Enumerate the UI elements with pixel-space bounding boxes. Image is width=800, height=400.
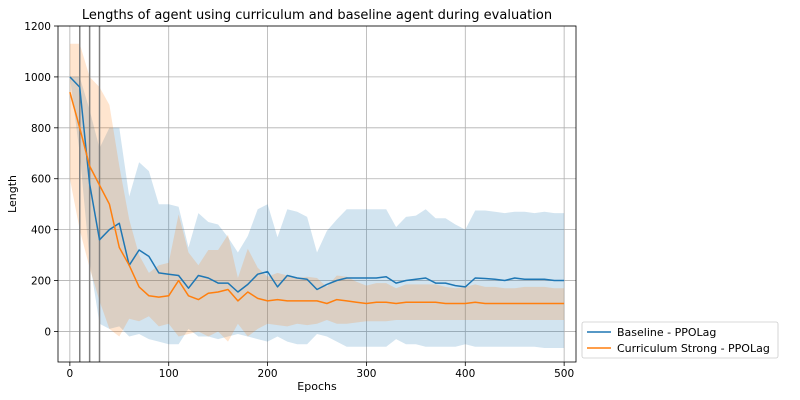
series-lines [69,76,565,305]
x-tick-label-0: 0 [67,368,74,380]
x-tick-label-3: 300 [356,368,376,380]
vertical-markers [78,26,101,362]
plot-frame [57,25,577,363]
y-tick-label-4: 800 [31,123,51,135]
line-series-0 [69,76,565,293]
band-series-0 [69,76,565,349]
legend-box [581,321,779,359]
axis-ticks: 0 100 200 300 400 500 0 200 400 600 800 1000 1200 [24,21,574,380]
x-tick-label-5: 500 [554,368,574,380]
legend: Baseline - PPOLag Curriculum Strong - PPO… [581,321,779,359]
y-tick-label-2: 400 [31,225,51,237]
legend-label-1: Curriculum Strong - PPOLag [617,342,770,355]
y-tick-label-1: 200 [31,276,51,288]
y-tick-label-6: 1200 [24,21,51,33]
x-tick-label-2: 200 [258,368,278,380]
y-tick-label-5: 1000 [24,72,51,84]
chart-title: Lengths of agent using curriculum and ba… [82,8,552,23]
band-series-1 [69,43,565,342]
y-tick-label-0: 0 [44,326,51,338]
x-axis-label: Epochs [297,380,337,393]
grid [58,25,576,362]
x-tick-label-4: 400 [455,368,475,380]
x-tick-label-1: 100 [159,368,179,380]
legend-label-0: Baseline - PPOLag [617,326,716,339]
y-axis-label: Length [6,175,19,213]
confidence-bands [69,43,565,349]
y-tick-label-3: 600 [31,174,51,186]
line-series-1 [69,92,565,305]
